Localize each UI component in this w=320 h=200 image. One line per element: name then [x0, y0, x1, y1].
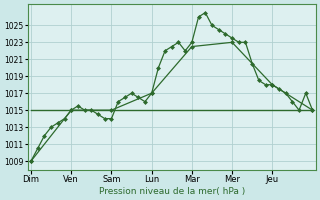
X-axis label: Pression niveau de la mer( hPa ): Pression niveau de la mer( hPa ) — [99, 187, 245, 196]
